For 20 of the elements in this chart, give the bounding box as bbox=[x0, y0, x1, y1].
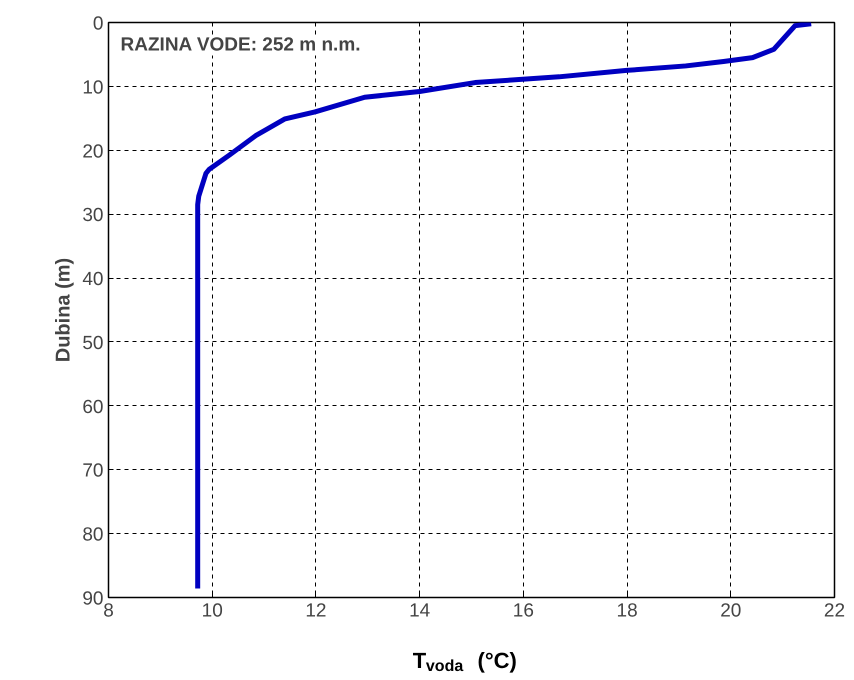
y-axis-title: Dubina (m) bbox=[52, 258, 74, 362]
x-tick-label: 20 bbox=[720, 600, 742, 622]
y-tick-label: 50 bbox=[82, 332, 104, 354]
x-tick-label: 16 bbox=[512, 600, 534, 622]
y-tick-label: 40 bbox=[82, 269, 104, 290]
y-tick-label: 90 bbox=[82, 588, 104, 610]
x-tick-label: 8 bbox=[103, 600, 114, 622]
annotation: RAZINA VODE: 252 m n.m. bbox=[120, 34, 361, 56]
y-tick-label: 70 bbox=[82, 460, 104, 482]
x-tick-label: 22 bbox=[824, 600, 846, 622]
x-tick-label: 12 bbox=[305, 600, 326, 622]
x-tick-label: 18 bbox=[616, 600, 638, 622]
x-tick-label: 14 bbox=[409, 600, 431, 622]
y-tick-label: 10 bbox=[82, 77, 104, 98]
y-tick-label: 0 bbox=[92, 14, 104, 34]
y-tick-label: 20 bbox=[82, 141, 104, 162]
y-tick-label: 30 bbox=[82, 205, 104, 226]
y-tick-label: 60 bbox=[82, 396, 104, 418]
y-tick-label: 80 bbox=[82, 524, 104, 546]
x-tick-label: 10 bbox=[202, 600, 223, 622]
